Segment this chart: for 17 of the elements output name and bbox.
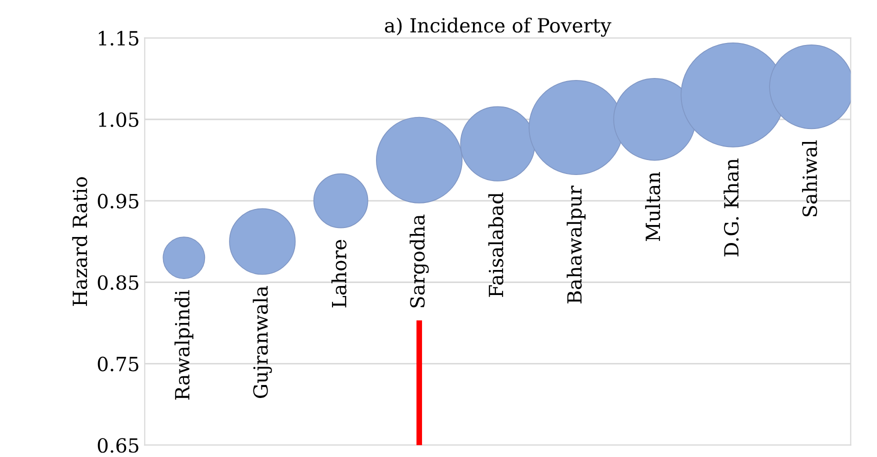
y-tick-label: 1.15 [98,30,138,46]
x-tick-label: Lahore [331,240,346,308]
y-axis-title: Hazard Ratio [72,177,88,306]
x-tick-label: Multan [645,172,660,242]
x-tick-label: Sahiwal [802,140,818,216]
chart-title: a) Incidence of Poverty [384,18,612,37]
x-tick-label: Gujranwala [252,286,272,398]
x-tick-label: Sargodha [410,214,429,308]
y-tick-label: 1.05 [98,112,138,128]
x-tick-label: Faisalabad [488,192,504,297]
x-tick-label: Bahawalpur [566,186,586,304]
x-tick-label: D.G. Khan [724,158,739,256]
y-tick-label: 0.75 [98,356,138,372]
y-tick-label: 0.85 [98,275,138,290]
y-tick-label: 0.65 [98,438,138,453]
x-tick-label: Rawalpindi [174,290,194,400]
y-tick-label: 0.95 [98,194,138,208]
